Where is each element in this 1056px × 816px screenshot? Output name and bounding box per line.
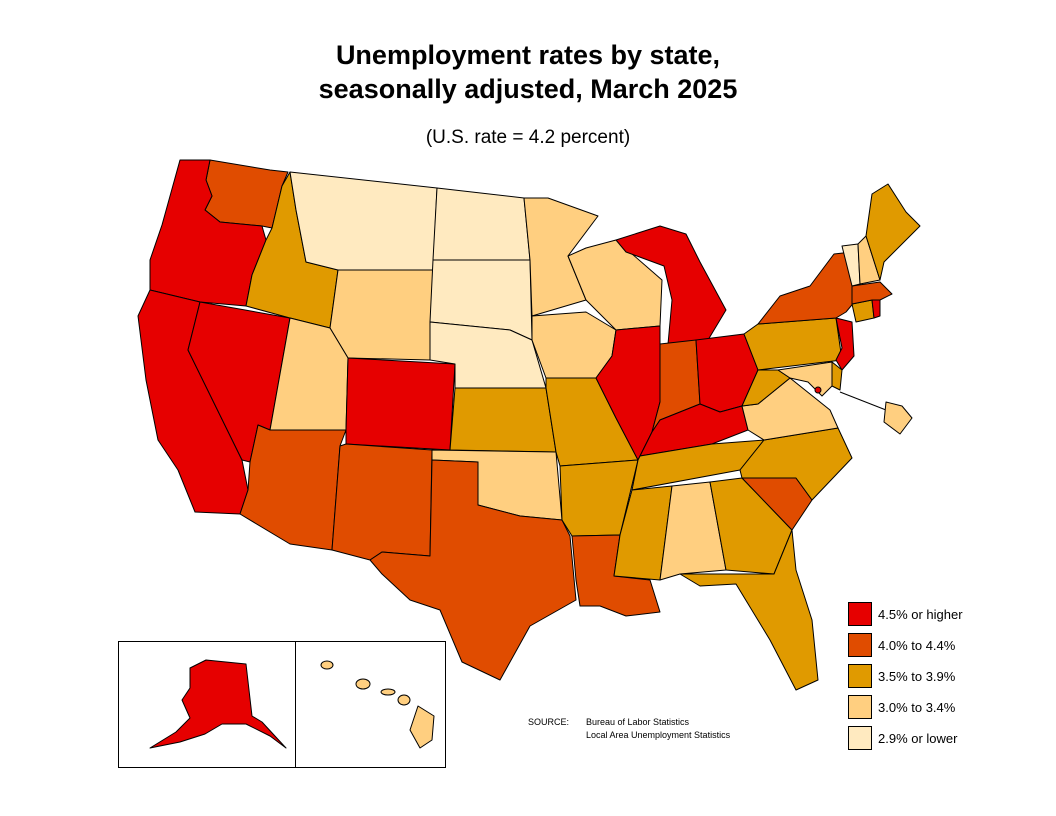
state-hawaii-island-kauai[interactable]	[320, 660, 334, 670]
legend-label: 3.5% to 3.9%	[878, 669, 956, 684]
legend-label: 3.0% to 3.4%	[878, 700, 956, 715]
state-florida[interactable]	[679, 529, 819, 691]
state-north-dakota[interactable]	[432, 187, 531, 261]
state-hawaii-island-oahu[interactable]	[355, 678, 371, 690]
state-maine[interactable]	[865, 183, 921, 281]
state-texas[interactable]	[369, 459, 577, 681]
state-new-mexico[interactable]	[331, 443, 433, 561]
map-title: Unemployment rates by state, seasonally …	[0, 38, 1056, 106]
state-alaska[interactable]	[149, 659, 287, 749]
legend-swatch	[848, 695, 872, 719]
title-line-1: Unemployment rates by state,	[335, 40, 721, 70]
state-pennsylvania[interactable]	[743, 317, 843, 371]
state-montana[interactable]	[289, 171, 438, 271]
title-line-2: seasonally adjusted, March 2025	[318, 74, 738, 104]
state-rhode-island[interactable]	[871, 299, 881, 319]
map-subtitle: (U.S. rate = 4.2 percent)	[425, 127, 631, 148]
state-new-york[interactable]	[757, 251, 857, 325]
state-arizona[interactable]	[239, 424, 347, 551]
legend-swatch	[848, 602, 872, 626]
legend-swatch	[848, 664, 872, 688]
legend-label: 2.9% or lower	[878, 731, 958, 746]
state-mississippi[interactable]	[613, 485, 673, 581]
legend-swatch	[848, 726, 872, 750]
state-alabama[interactable]	[659, 481, 727, 581]
legend-swatch	[848, 633, 872, 657]
state-massachusetts[interactable]	[851, 281, 893, 305]
source-note: SOURCE: Bureau of Labor Statistics Local …	[528, 716, 730, 742]
state-hawaii-group	[320, 660, 435, 749]
state-district-of-columbia[interactable]	[814, 386, 822, 394]
state-wyoming[interactable]	[329, 269, 434, 361]
source-key: SOURCE:	[528, 717, 570, 727]
state-hawaii-mainmap-marker[interactable]	[883, 401, 913, 435]
hawaii-inset-frame	[295, 641, 446, 768]
legend-label: 4.0% to 4.4%	[878, 638, 956, 653]
state-hawaii-island-big[interactable]	[409, 705, 435, 749]
source-line-2: Local Area Unemployment Statistics	[586, 730, 731, 740]
source-line-1: Bureau of Labor Statistics	[586, 717, 690, 727]
state-hawaii-island-maui[interactable]	[397, 694, 411, 706]
state-colorado[interactable]	[345, 357, 456, 451]
legend-label: 4.5% or higher	[878, 607, 963, 622]
state-kansas[interactable]	[449, 387, 557, 453]
state-hawaii-island-molokai[interactable]	[380, 688, 396, 696]
